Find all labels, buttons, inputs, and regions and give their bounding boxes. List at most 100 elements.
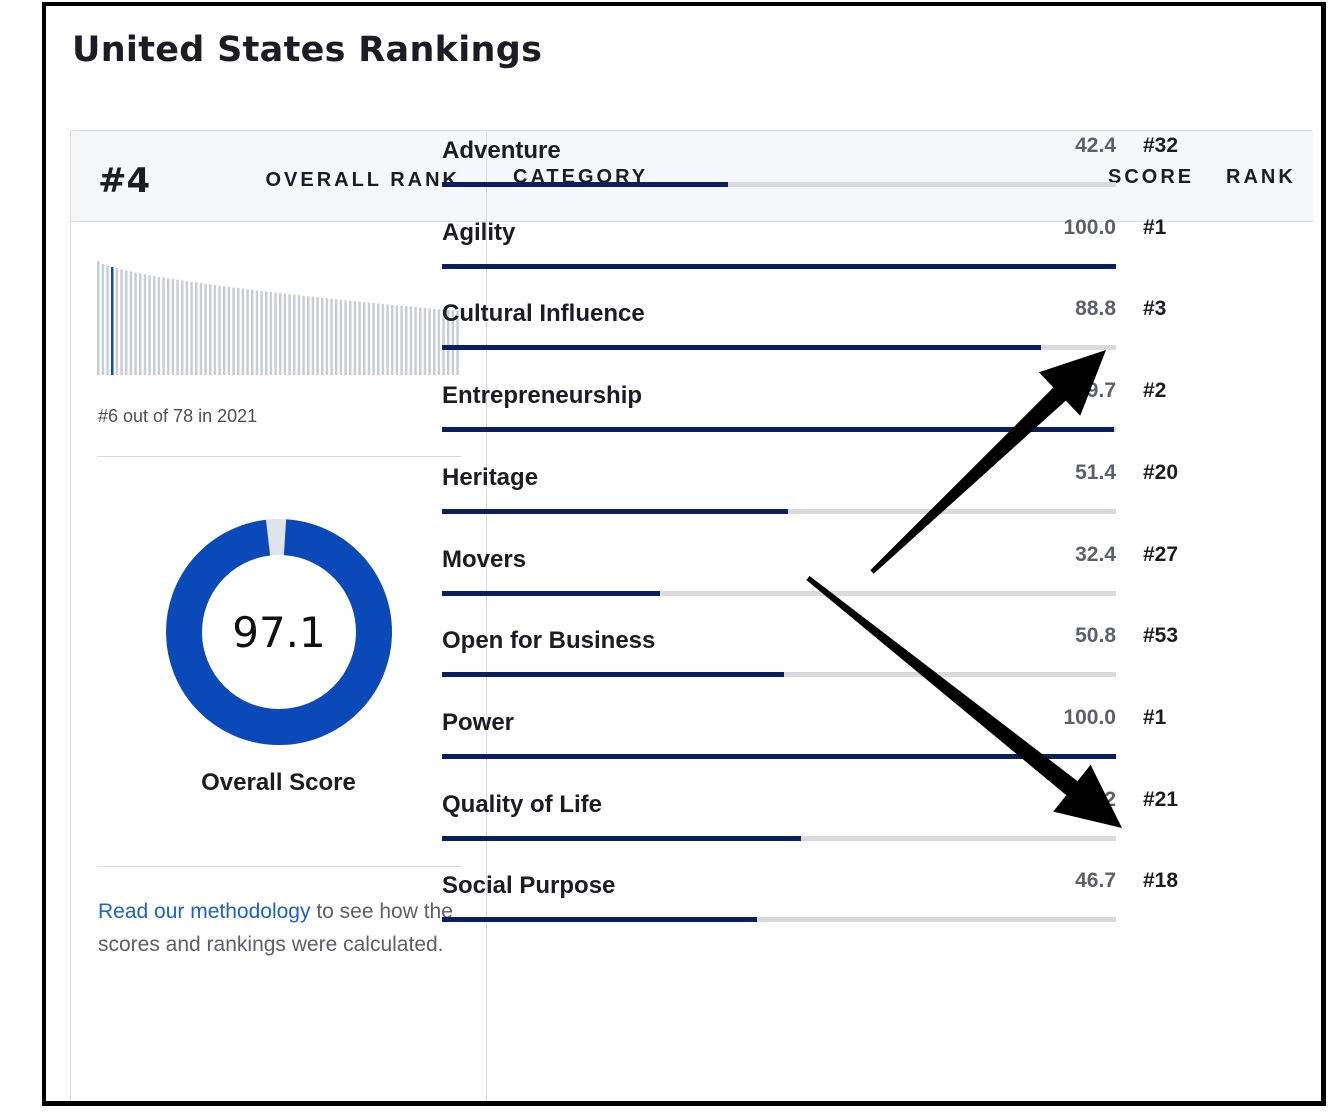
rank-history-bar <box>391 304 394 375</box>
rank-history-bar <box>213 285 217 375</box>
score-bar-track <box>442 672 1116 678</box>
score-bar-fill <box>442 508 789 514</box>
category-row: Power 100.0 #1 <box>442 696 1242 778</box>
rank-history-bar <box>265 291 268 375</box>
rank-history-bar <box>386 304 389 375</box>
rank-history-bar <box>414 307 417 375</box>
rank-history-bar <box>251 289 254 375</box>
rank-history-bar <box>195 282 198 375</box>
rank-history-bar <box>311 296 315 375</box>
score-bar-track <box>442 182 1116 187</box>
rank-history-bar <box>111 267 114 375</box>
score-bar-fill <box>442 753 1116 759</box>
rank-history-bar <box>269 292 273 375</box>
rank-history-bar <box>344 300 347 375</box>
rank-history-bar <box>176 279 179 375</box>
rank-history-bar <box>120 269 123 375</box>
category-name: Cultural Influence <box>442 300 645 328</box>
score-bar-track <box>442 427 1116 433</box>
category-rank: #1 <box>1143 215 1167 239</box>
rank-history-bar <box>190 281 193 375</box>
rank-history-bar <box>321 297 324 375</box>
overall-rank-header: #4 OVERALL RANK <box>71 131 486 222</box>
score-bar-fill <box>442 345 1041 351</box>
category-score: 100.0 <box>1063 215 1116 239</box>
category-rank: #18 <box>1143 869 1179 893</box>
category-score: 99.7 <box>1075 379 1116 403</box>
rank-history-bar <box>367 302 371 375</box>
score-bar-track <box>442 753 1116 759</box>
score-bar-track <box>442 508 1116 514</box>
overall-rank-label: OVERALL RANK <box>265 169 460 191</box>
category-rank: #20 <box>1143 460 1179 484</box>
overall-score-donut <box>166 519 392 745</box>
header-rank: RANK <box>1226 166 1296 188</box>
rank-history-bar <box>330 298 333 375</box>
rank-history-bar <box>199 283 203 375</box>
rank-history-bar <box>218 285 221 375</box>
category-name: Open for Business <box>442 627 656 655</box>
category-name: Movers <box>442 545 527 573</box>
score-bar-fill <box>442 182 728 187</box>
rank-history-bar <box>395 305 399 375</box>
rank-history-bar <box>288 294 291 375</box>
rank-history-bar <box>171 279 175 375</box>
header-score: SCORE <box>1108 166 1195 188</box>
divider <box>97 866 461 867</box>
rank-history-bar <box>246 289 249 375</box>
rank-history-bar <box>372 303 375 375</box>
rank-history-caption: #6 out of 78 in 2021 <box>98 406 258 426</box>
category-table-header: CATEGORY SCORE RANK <box>487 131 1313 222</box>
overall-column: #4 OVERALL RANK #6 out of 78 in 2021 97.… <box>71 131 487 1101</box>
category-name: Social Purpose <box>442 872 616 900</box>
category-name: Power <box>442 708 515 736</box>
category-rank: #32 <box>1143 134 1179 157</box>
overall-score-label: Overall Score <box>201 769 356 796</box>
rank-history-bar <box>409 306 413 375</box>
rank-history-bar <box>139 273 142 375</box>
rank-history-bar <box>232 287 235 375</box>
score-bar-fill <box>442 835 801 841</box>
rank-history-sparkline <box>97 261 459 375</box>
category-rank: #27 <box>1143 542 1179 566</box>
rank-history-bar <box>204 283 207 375</box>
rank-history-bar <box>167 278 170 375</box>
rank-history-bar <box>428 308 431 375</box>
category-name: Adventure <box>442 137 561 164</box>
overall-score-value: 97.1 <box>232 607 326 657</box>
methodology-link[interactable]: Read our methodology <box>98 900 311 923</box>
rank-history-bar <box>423 308 427 375</box>
category-row: Heritage 51.4 #20 <box>442 451 1242 533</box>
category-row: Cultural Influence 88.8 #3 <box>442 287 1242 369</box>
rank-history-bar <box>260 290 263 375</box>
rank-history-bar <box>106 265 109 375</box>
rank-history-bar <box>237 288 240 375</box>
rank-history-bar <box>325 298 329 375</box>
rank-history-bar <box>405 306 408 375</box>
rank-history-bar <box>255 290 259 375</box>
rank-history-bar <box>377 303 380 375</box>
rankings-panel: #4 OVERALL RANK #6 out of 78 in 2021 97.… <box>70 130 1313 1101</box>
rank-history-bar <box>283 293 287 375</box>
score-bar-track <box>442 835 1116 841</box>
category-row: Quality of Life 53.2 #21 <box>442 778 1242 860</box>
rank-history-bar <box>442 309 445 375</box>
category-rank: #1 <box>1143 705 1167 729</box>
category-name: Heritage <box>442 463 539 491</box>
score-bar-fill <box>442 263 1116 269</box>
rank-history-bar <box>227 286 231 375</box>
category-row: Open for Business 50.8 #53 <box>442 614 1242 696</box>
rank-history-bar <box>353 301 357 375</box>
overall-rank-value: #4 <box>98 161 151 201</box>
rank-history-bar <box>433 308 436 375</box>
rank-history-bar <box>456 311 459 375</box>
rank-history-bar <box>419 307 422 375</box>
category-row: Movers 32.4 #27 <box>442 533 1242 615</box>
category-name: Entrepreneurship <box>442 382 643 410</box>
rank-history-bar <box>115 268 119 375</box>
rank-history-bar <box>307 296 310 375</box>
category-rank: #2 <box>1143 379 1167 403</box>
score-bar-track <box>442 590 1116 596</box>
rank-history-bar <box>400 305 403 375</box>
category-score: 42.4 <box>1075 134 1116 157</box>
